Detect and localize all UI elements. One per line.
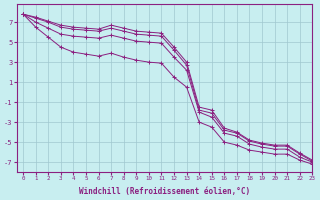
X-axis label: Windchill (Refroidissement éolien,°C): Windchill (Refroidissement éolien,°C) (79, 187, 250, 196)
